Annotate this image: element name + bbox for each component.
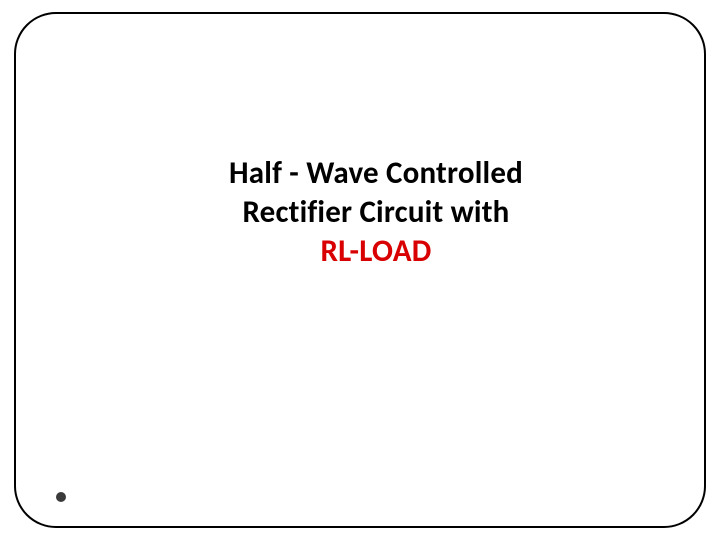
slide-border: Half - Wave Controlled Rectifier Circuit…: [14, 12, 706, 528]
title-line-2: Rectifier Circuit with: [181, 193, 571, 232]
title-line-1: Half - Wave Controlled: [181, 154, 571, 193]
bullet-icon: [56, 492, 66, 502]
title-container: Half - Wave Controlled Rectifier Circuit…: [181, 154, 571, 270]
title-line-3-highlight: RL-LOAD: [181, 232, 571, 271]
